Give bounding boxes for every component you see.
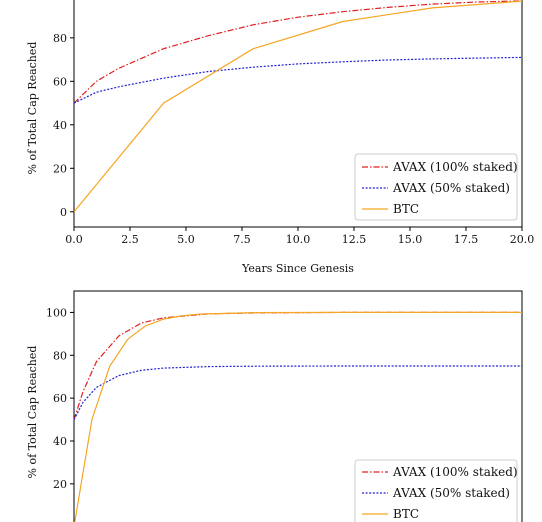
x-tick-label: 5.0: [177, 233, 195, 246]
top-legend-avax-100-label: AVAX (100% staked): [392, 160, 518, 174]
y-tick-label: 80: [53, 349, 67, 362]
top-legend-avax-50-label: AVAX (50% staked): [392, 181, 510, 195]
x-tick-label: 7.5: [233, 233, 251, 246]
x-tick-label: 10.0: [286, 233, 311, 246]
y-tick-label: 80: [53, 32, 67, 45]
top-y-axis: 0 20 40 60 80 100: [46, 0, 74, 219]
x-tick-label: 12.5: [342, 233, 367, 246]
top-x-axis: 0.0 2.5 5.0 7.5 10.0 12.5 15.0 17.5 20.0: [65, 227, 534, 246]
y-tick-label: 40: [53, 435, 67, 448]
series-line-btc: [74, 311, 522, 522]
top-x-axis-label: Years Since Genesis: [241, 262, 354, 275]
bottom-legend: AVAX (100% staked) AVAX (50% staked) BTC: [354, 459, 518, 522]
series-line-avax-50-staked: [73, 365, 522, 420]
x-tick-label: 15.0: [398, 233, 423, 246]
y-tick-label: 100: [46, 0, 67, 1]
y-tick-label: 20: [53, 478, 67, 491]
series-line-avax-100-staked: [73, 0, 523, 104]
bottom-legend-btc-label: BTC: [393, 507, 419, 521]
bottom-plot-frame: [73, 290, 523, 522]
bottom-legend-avax-50-label: AVAX (50% staked): [392, 486, 510, 500]
x-tick-label: 0.0: [65, 233, 83, 246]
y-tick-label: 100: [46, 306, 67, 319]
y-tick-label: 0: [60, 521, 67, 522]
y-tick-label: 20: [53, 162, 67, 175]
series-line-btc: [73, 0, 523, 213]
x-tick-label: 2.5: [121, 233, 139, 246]
x-tick-label: 20.0: [510, 233, 535, 246]
y-tick-label: 60: [53, 392, 67, 405]
top-chart: 0 20 40 60 80 100 0.0 2.5 5.0 7.5 10.0 12.5 15.0 17.…: [26, 0, 534, 275]
top-legend-box: [354, 153, 518, 221]
bottom-chart: 0 20 40 60 80 100 % of Total Cap Reached AVAX…: [26, 290, 523, 522]
bottom-y-axis: 0 20 40 60 80 100: [46, 306, 74, 522]
top-y-axis-label: % of Total Cap Reached: [26, 42, 39, 175]
bottom-legend-box: [354, 459, 518, 522]
y-tick-label: 0: [60, 206, 67, 219]
bottom-legend-avax-100-label: AVAX (100% staked): [392, 465, 518, 479]
top-series-group: [73, 0, 523, 213]
y-tick-label: 40: [53, 119, 67, 132]
bottom-series-group: [73, 311, 522, 522]
y-tick-label: 60: [53, 75, 67, 88]
x-tick-label: 17.5: [454, 233, 479, 246]
series-line-avax-50-staked: [73, 56, 523, 104]
top-legend: AVAX (100% staked) AVAX (50% staked) BTC: [354, 153, 518, 221]
top-legend-btc-label: BTC: [393, 202, 419, 216]
bottom-y-axis-label: % of Total Cap Reached: [26, 346, 39, 479]
